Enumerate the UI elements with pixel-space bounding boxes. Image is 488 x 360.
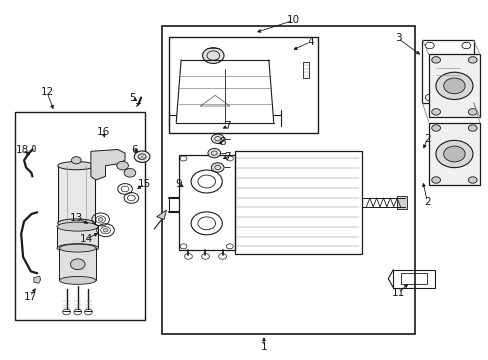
Ellipse shape: [60, 276, 96, 284]
Bar: [400, 273, 427, 284]
Text: 15: 15: [138, 179, 151, 189]
Circle shape: [443, 78, 464, 94]
Circle shape: [435, 140, 472, 168]
Circle shape: [431, 125, 440, 131]
Circle shape: [431, 109, 440, 115]
Ellipse shape: [57, 244, 98, 253]
Bar: [422, 40, 473, 103]
Text: 9: 9: [175, 179, 182, 189]
Circle shape: [468, 125, 476, 131]
Circle shape: [124, 168, 136, 177]
Polygon shape: [32, 145, 36, 152]
Polygon shape: [91, 149, 125, 180]
Bar: [58, 166, 95, 223]
Ellipse shape: [58, 219, 95, 227]
Circle shape: [103, 228, 108, 232]
Polygon shape: [34, 276, 41, 283]
Text: 5: 5: [129, 93, 135, 103]
Circle shape: [211, 134, 224, 143]
Bar: [392, 270, 434, 288]
Text: 12: 12: [41, 87, 54, 97]
Circle shape: [207, 148, 220, 158]
Bar: [57, 226, 98, 248]
Circle shape: [468, 57, 476, 63]
Ellipse shape: [58, 162, 95, 170]
Text: 4: 4: [306, 37, 313, 47]
Circle shape: [435, 72, 472, 99]
Text: 11: 11: [391, 288, 404, 298]
Text: 17: 17: [23, 292, 37, 302]
Bar: [234, 151, 361, 253]
Circle shape: [134, 151, 150, 162]
Text: 2: 2: [423, 134, 430, 144]
Bar: [15, 112, 144, 320]
Text: 1: 1: [260, 342, 267, 352]
Polygon shape: [157, 210, 166, 220]
Circle shape: [98, 218, 103, 221]
Circle shape: [468, 109, 476, 115]
Text: 2: 2: [423, 197, 430, 207]
Bar: [303, 62, 309, 78]
Text: 14: 14: [79, 234, 92, 244]
Circle shape: [70, 259, 85, 270]
Text: 3: 3: [394, 33, 401, 43]
Bar: [428, 54, 479, 117]
Bar: [161, 26, 414, 334]
Text: 18: 18: [16, 144, 29, 154]
Ellipse shape: [60, 244, 96, 252]
Text: 13: 13: [69, 213, 83, 222]
Circle shape: [202, 48, 224, 63]
Bar: [396, 196, 407, 209]
Circle shape: [431, 177, 440, 183]
Circle shape: [211, 163, 224, 172]
Bar: [178, 155, 234, 250]
Bar: [168, 37, 317, 134]
Circle shape: [117, 161, 128, 170]
Circle shape: [71, 157, 81, 164]
Text: 7: 7: [224, 152, 230, 162]
Circle shape: [468, 177, 476, 183]
Text: 10: 10: [286, 15, 299, 26]
Text: 6: 6: [131, 144, 138, 154]
Text: 7: 7: [224, 121, 230, 131]
Text: 16: 16: [96, 127, 109, 136]
Circle shape: [443, 146, 464, 162]
Ellipse shape: [57, 222, 98, 231]
Circle shape: [431, 57, 440, 63]
Text: 8: 8: [219, 138, 225, 147]
Bar: [428, 123, 479, 185]
Bar: [59, 248, 96, 280]
